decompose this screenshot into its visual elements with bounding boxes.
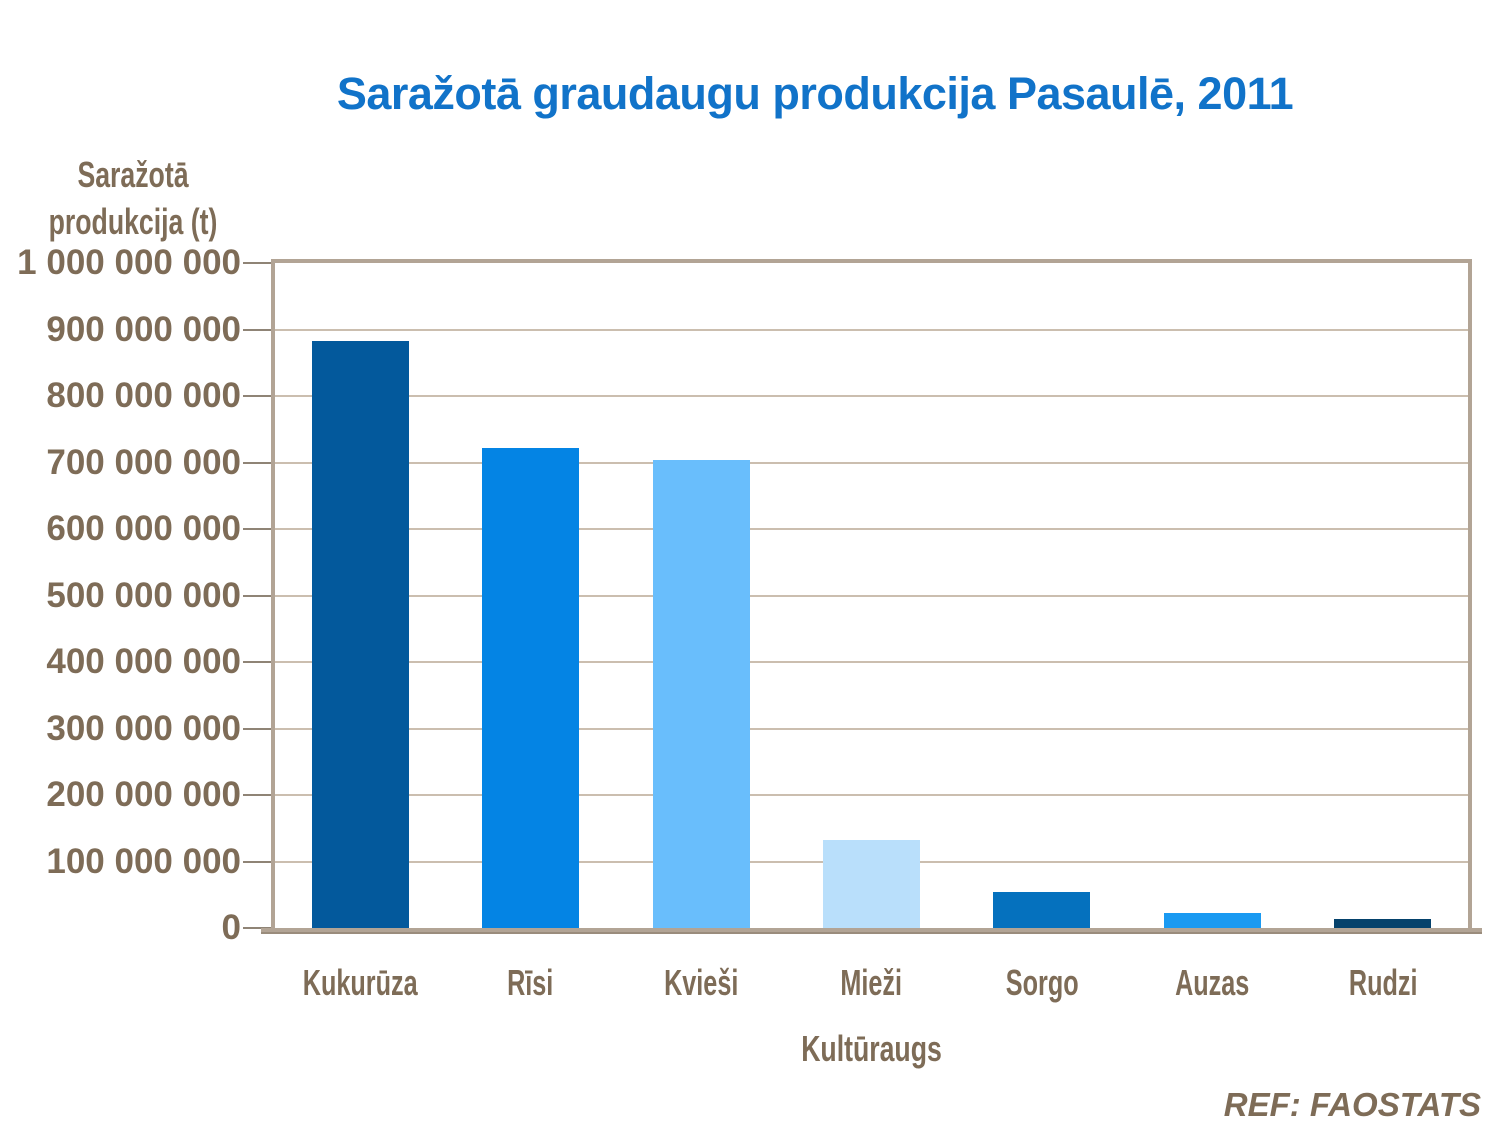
gridline xyxy=(275,528,1468,530)
x-category-label: Kvieši xyxy=(663,962,739,1003)
x-category-label: Auzas xyxy=(1175,962,1250,1003)
y-tick-label: 200 000 000 xyxy=(46,775,241,814)
y-tick-label: 600 000 000 xyxy=(46,509,241,548)
bar-kukuruza xyxy=(311,340,409,928)
x-category-label: Sorgo xyxy=(1005,962,1079,1003)
x-axis-line xyxy=(261,928,1482,934)
y-tick-mark xyxy=(243,860,273,863)
bar-sorgo xyxy=(993,892,1091,928)
y-tick-mark xyxy=(243,927,273,929)
y-tick-mark xyxy=(243,461,273,464)
y-tick-mark xyxy=(243,328,273,331)
x-category-label: Rudzi xyxy=(1348,962,1418,1003)
y-tick-label: 100 000 000 xyxy=(46,841,241,881)
y-tick-mark xyxy=(243,528,273,530)
y-tick-mark xyxy=(243,262,273,264)
y-tick-label: 800 000 000 xyxy=(46,376,241,415)
y-tick-mark xyxy=(243,594,273,597)
y-tick-label: 1 000 000 000 xyxy=(17,243,241,282)
chart-title: Saražotā graudaugu produkcija Pasaulē, 2… xyxy=(336,68,1294,119)
gridline xyxy=(275,461,1468,464)
plot-area xyxy=(261,259,1482,934)
y-tick-label: 0 xyxy=(221,908,241,947)
gridline xyxy=(275,794,1468,796)
x-axis-title: Kultūraugs xyxy=(801,1028,942,1069)
gridline xyxy=(275,727,1468,730)
y-tick-label: 500 000 000 xyxy=(46,575,241,615)
y-tick-label: 900 000 000 xyxy=(46,309,241,349)
bar-risi xyxy=(482,447,580,928)
gridline xyxy=(275,661,1468,663)
bar-rudzi xyxy=(1334,919,1432,928)
y-tick-mark xyxy=(243,727,273,730)
x-category-label: Mieži xyxy=(840,962,903,1003)
bar-auzas xyxy=(1163,913,1261,928)
gridline xyxy=(275,395,1468,397)
x-category-label: Rīsi xyxy=(507,962,554,1003)
source-reference: REF: FAOSTATS xyxy=(1223,1086,1481,1123)
y-tick-mark xyxy=(243,661,273,663)
y-axis-title: Saražotā produkcija (t) xyxy=(48,154,218,242)
y-tick-mark xyxy=(243,794,273,796)
bar-miezi xyxy=(823,839,920,928)
y-tick-label: 400 000 000 xyxy=(46,642,241,681)
x-category-label: Kukurūza xyxy=(302,962,418,1003)
gridline xyxy=(275,328,1468,331)
gridline xyxy=(275,594,1468,597)
y-tick-mark xyxy=(243,395,273,397)
bar-kviesi xyxy=(652,459,750,928)
y-tick-label: 300 000 000 xyxy=(46,708,241,748)
y-tick-label: 700 000 000 xyxy=(46,442,241,482)
